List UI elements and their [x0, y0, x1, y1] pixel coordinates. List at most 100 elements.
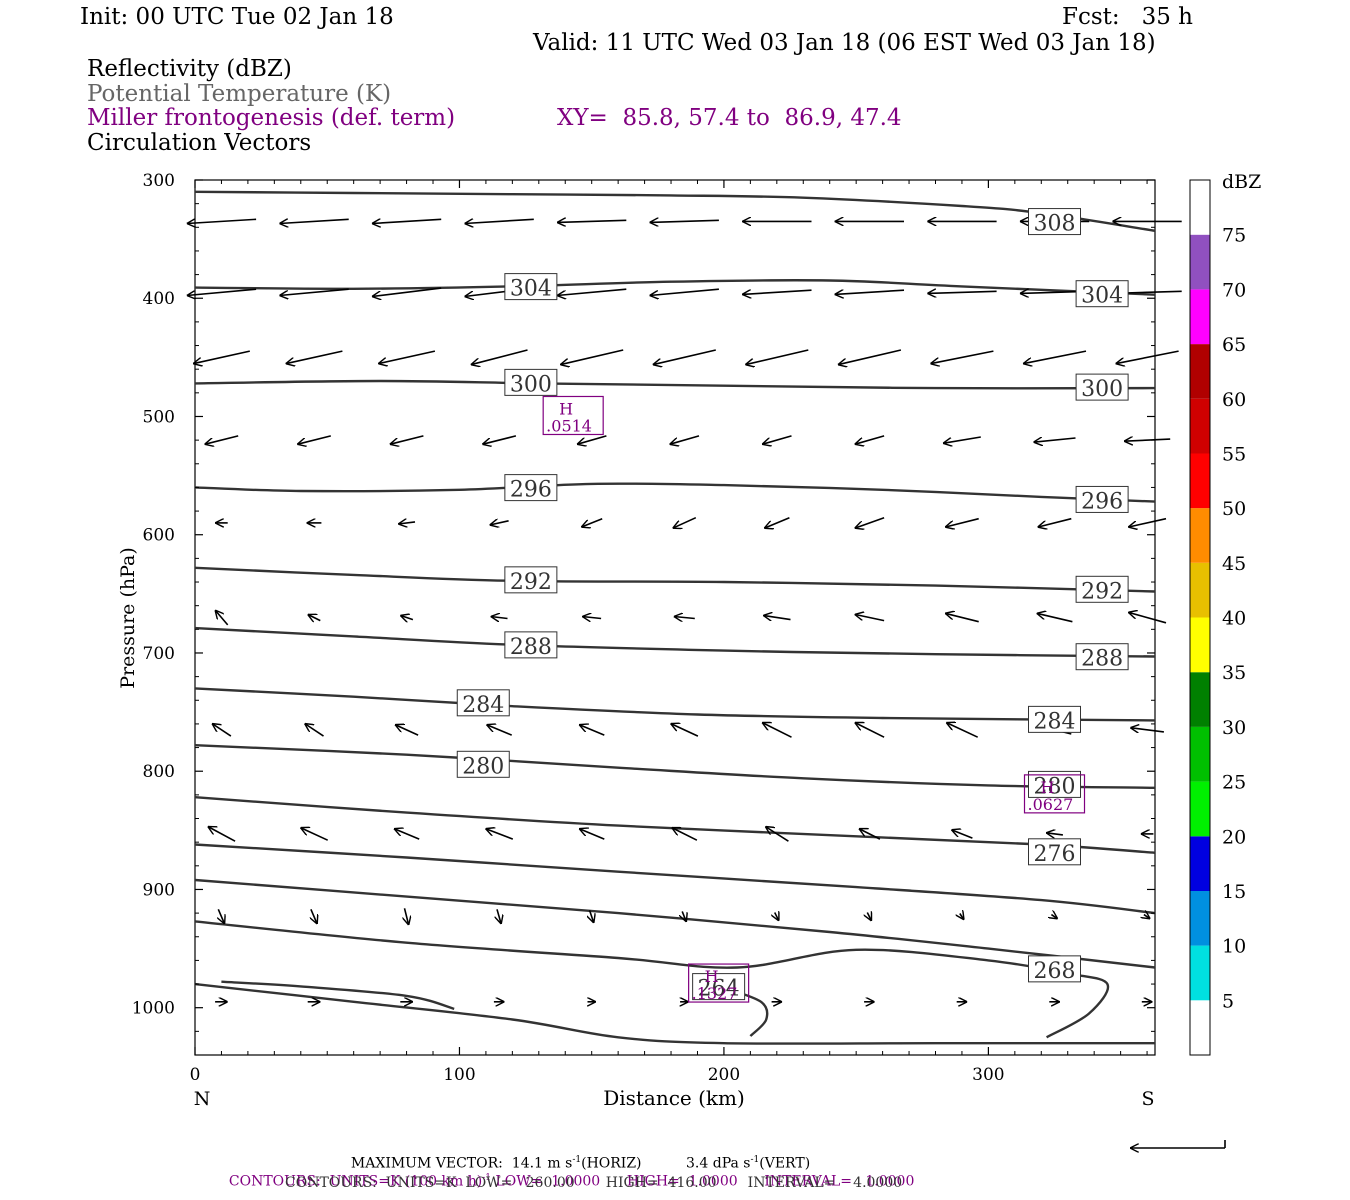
colorbar-label: 35 — [1222, 662, 1246, 684]
theta-label: 300 — [510, 372, 552, 397]
colorbar-swatch — [1190, 234, 1210, 290]
theta-label: 268 — [1034, 959, 1076, 984]
max-vector-suffix: (VERT) — [759, 1155, 811, 1172]
circulation-vector — [208, 827, 236, 842]
circulation-vector — [482, 435, 517, 444]
theta-label: 300 — [1081, 377, 1123, 402]
circulation-vector — [855, 723, 885, 738]
circulation-vector — [297, 435, 331, 444]
circulation-vector — [745, 349, 809, 365]
theta-label-box — [1075, 643, 1129, 671]
circulation-vector — [582, 617, 602, 619]
theta-label: 288 — [510, 635, 552, 660]
circulation-vector — [945, 517, 979, 527]
theta-label: 304 — [510, 277, 552, 302]
circulation-vector — [1124, 439, 1171, 441]
fronto-contour-sup: -1 — [482, 1173, 491, 1183]
max-vector-sup-2: -1 — [750, 1155, 760, 1165]
fronto-max-value: .0627 — [1028, 795, 1074, 814]
theta-label-box — [1075, 575, 1129, 603]
theta-contour-288 — [194, 626, 1156, 658]
colorbar-swatch — [1190, 945, 1210, 1001]
fronto-max-marker: H — [1041, 778, 1055, 797]
circulation-vector — [497, 909, 501, 924]
circulation-vector — [742, 290, 812, 294]
circulation-vector — [1130, 728, 1164, 732]
theta-contours — [194, 190, 1156, 1045]
colorbar-swatch — [1190, 508, 1210, 563]
x-tick-label: 0 — [190, 1065, 201, 1085]
circulation-vector — [305, 724, 324, 737]
circulation-vector — [859, 829, 881, 840]
y-tick-label: 800 — [143, 762, 175, 782]
theta-label: 276 — [1034, 842, 1076, 867]
fronto-max-marker: H — [559, 399, 573, 418]
theta-label-box — [1028, 838, 1082, 866]
max-vector-line: MAXIMUM VECTOR: 14.1 m s-1(HORIZ) 3.4 dP… — [342, 1139, 810, 1172]
field-frontogenesis: Miller frontogenesis (def. term) — [87, 105, 456, 131]
fronto-max-box — [688, 963, 750, 1003]
circulation-vector — [943, 436, 981, 443]
theta-contour-284 — [194, 687, 1156, 722]
theta-label-box — [456, 689, 510, 717]
fronto-max-value: .1327 — [692, 984, 738, 1003]
circulation-vector — [1128, 517, 1167, 527]
y-tick-label: 1000 — [132, 999, 175, 1019]
fronto-max-marker: H — [705, 967, 719, 986]
circulation-vector — [946, 723, 979, 738]
circulation-vector — [653, 349, 716, 365]
circulation-vector — [308, 614, 321, 620]
fronto-contour-units: CONTOURS: UNITS=K (100 km h) — [228, 1173, 483, 1190]
y-tick-label: 600 — [143, 526, 175, 546]
circulation-vector — [927, 291, 997, 293]
circulation-vector — [763, 615, 791, 619]
circulation-vector — [1037, 613, 1073, 623]
circulation-vector — [557, 220, 627, 222]
circulation-vector — [930, 350, 994, 364]
theta-label: 284 — [462, 693, 504, 718]
theta-label-box — [504, 273, 558, 301]
y-tick-label: 900 — [143, 880, 175, 900]
circulation-vector — [215, 610, 229, 626]
theta-label: 288 — [1081, 647, 1123, 672]
fronto-contour-info: CONTOURS: UNITS=K (100 km h)-1 LOW= 1.00… — [220, 1157, 914, 1190]
colorbar-label: 10 — [1222, 936, 1246, 958]
theta-contour-260 — [194, 982, 1155, 1045]
max-vector-prefix: MAXIMUM VECTOR: 14.1 m s — [350, 1155, 573, 1172]
theta-label: 280 — [462, 754, 504, 779]
theta-label: 292 — [1081, 579, 1123, 604]
x-axis-label: Distance (km) — [603, 1086, 745, 1110]
circulation-vector — [764, 516, 790, 529]
colorbar-swatch — [1190, 617, 1210, 673]
field-potential-temperature: Potential Temperature (K) — [87, 81, 392, 107]
theta-label: 296 — [1081, 489, 1123, 514]
theta-label: 292 — [510, 570, 552, 595]
circulation-vector — [395, 725, 419, 736]
fronto-max-box — [542, 395, 604, 436]
circulation-vector — [1144, 915, 1150, 919]
colorbar-swatch — [1190, 836, 1210, 891]
theta-label-box — [1028, 208, 1082, 236]
circulation-vector — [372, 287, 442, 296]
theta-contour-292 — [194, 566, 1156, 593]
north-label: N — [194, 1088, 211, 1110]
field-circulation-vectors: Circulation Vectors — [87, 130, 312, 156]
y-tick-label: 500 — [143, 407, 175, 427]
theta-label-box — [504, 368, 558, 396]
colorbar-label: 70 — [1222, 279, 1246, 301]
axes: 300 400 500 600 700 800 900 1000 0 100 200 300 — [132, 171, 1155, 1085]
circulation-vector — [577, 435, 607, 444]
colorbar-label: 45 — [1222, 553, 1246, 575]
theta-label-box — [1028, 705, 1082, 733]
field-reflectivity: Reflectivity (dBZ) — [87, 56, 292, 82]
colorbar-label: 30 — [1222, 717, 1246, 739]
theta-contour-268 — [194, 878, 1156, 969]
colorbar-label: 65 — [1222, 334, 1246, 356]
circulation-vector — [951, 830, 973, 839]
circulation-vector — [835, 290, 905, 294]
circulation-vector — [400, 615, 414, 619]
theta-contour-280 — [194, 744, 1156, 789]
circulation-vector — [672, 828, 698, 841]
circulation-vector — [286, 350, 343, 364]
init-time: Init: 00 UTC Tue 02 Jan 18 — [80, 4, 394, 30]
